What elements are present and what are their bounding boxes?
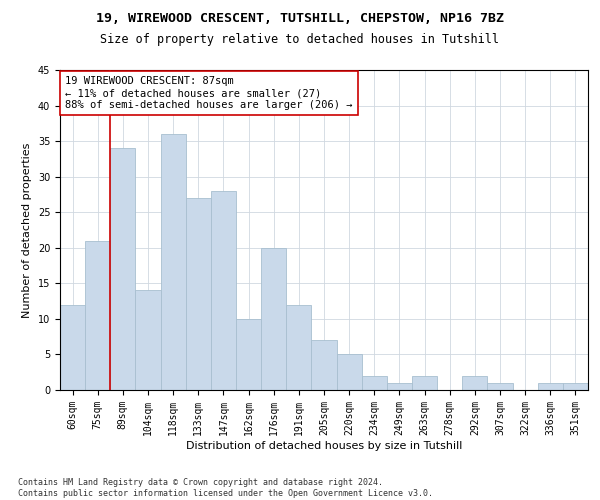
Bar [85,240,110,390]
Bar [236,319,261,390]
Bar [211,191,236,390]
Y-axis label: Number of detached properties: Number of detached properties [22,142,32,318]
Bar [412,376,437,390]
Bar [311,340,337,390]
Bar [462,376,487,390]
Bar [186,198,211,390]
Bar [136,290,161,390]
X-axis label: Distribution of detached houses by size in Tutshill: Distribution of detached houses by size … [186,440,462,450]
Bar [538,383,563,390]
Bar [362,376,387,390]
Text: Contains HM Land Registry data © Crown copyright and database right 2024.
Contai: Contains HM Land Registry data © Crown c… [18,478,433,498]
Bar [487,383,512,390]
Bar [337,354,362,390]
Bar [60,304,85,390]
Bar [110,148,136,390]
Text: Size of property relative to detached houses in Tutshill: Size of property relative to detached ho… [101,32,499,46]
Text: 19 WIREWOOD CRESCENT: 87sqm
← 11% of detached houses are smaller (27)
88% of sem: 19 WIREWOOD CRESCENT: 87sqm ← 11% of det… [65,76,353,110]
Bar [387,383,412,390]
Bar [563,383,588,390]
Bar [261,248,286,390]
Bar [161,134,186,390]
Text: 19, WIREWOOD CRESCENT, TUTSHILL, CHEPSTOW, NP16 7BZ: 19, WIREWOOD CRESCENT, TUTSHILL, CHEPSTO… [96,12,504,26]
Bar [286,304,311,390]
